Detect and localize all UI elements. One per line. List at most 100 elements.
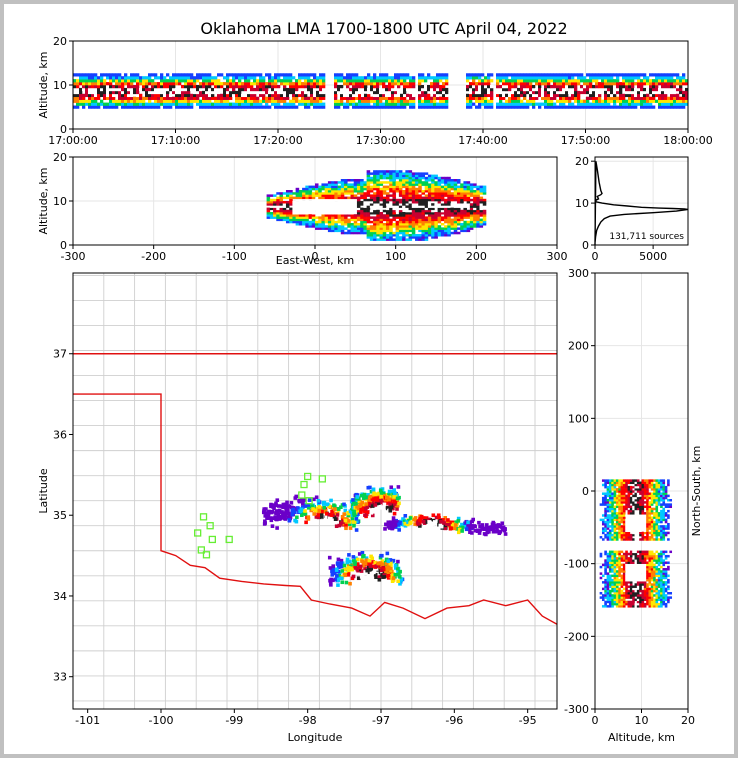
ew-density-cell: [324, 212, 329, 215]
ns-density-cell: [646, 520, 649, 524]
ns-density-cell: [622, 531, 626, 535]
th-density-cell: [466, 102, 470, 106]
th-density-cell: [364, 102, 368, 106]
th-density-cell: [100, 87, 104, 92]
th-density-cell: [94, 82, 98, 86]
th-density-cell: [607, 99, 611, 103]
map-density-cell: [389, 566, 393, 571]
time-height-panel: 17:00:00 17:10:00 17:20:00 17:30:00 17:40:00…: [37, 35, 713, 147]
ew-density-cell: [282, 203, 287, 206]
th-density-cell: [547, 79, 551, 83]
th-density-cell: [145, 90, 149, 95]
ew-density-cell: [311, 220, 316, 224]
ew-density-cell: [337, 225, 342, 228]
th-density-cell: [181, 93, 185, 98]
th-density-cell: [109, 87, 113, 92]
th-density-cell: [577, 102, 581, 106]
th-density-cell: [211, 105, 215, 109]
map-density-cell: [289, 501, 294, 505]
ew-density-cell: [315, 192, 319, 195]
th-density-cell: [244, 82, 248, 86]
ew-density-cell: [424, 194, 429, 197]
ew-density-cell: [279, 192, 284, 195]
ew-xtick-label: -200: [141, 250, 166, 263]
th-density-cell: [526, 85, 530, 89]
ns-density-cell: [667, 525, 670, 528]
th-density-cell: [469, 82, 473, 86]
ew-density-cell: [305, 214, 309, 217]
th-density-cell: [391, 82, 395, 86]
ew-density-cell: [392, 216, 396, 219]
map-density-cell: [276, 512, 281, 516]
th-density-cell: [505, 105, 509, 109]
th-density-cell: [676, 76, 680, 80]
th-density-cell: [178, 96, 182, 100]
th-density-cell: [622, 99, 626, 103]
th-density-cell: [484, 96, 488, 100]
ns-density-cell: [611, 520, 614, 524]
th-density-cell: [79, 79, 83, 83]
th-density-cell: [646, 87, 650, 92]
th-density-cell: [340, 73, 344, 77]
th-density-cell: [364, 82, 368, 86]
th-density-cell: [664, 93, 668, 98]
ew-density-cell: [418, 176, 422, 180]
th-density-cell: [538, 105, 542, 109]
ew-density-cell: [356, 209, 361, 213]
ew-density-cell: [437, 234, 442, 237]
th-density-cell: [172, 73, 176, 77]
th-density-cell: [439, 102, 443, 106]
th-density-cell: [490, 99, 494, 103]
ew-density-cell: [447, 194, 451, 197]
th-density-cell: [367, 79, 371, 83]
th-density-cell: [583, 79, 587, 83]
ew-density-cell: [285, 209, 290, 213]
ns-density-cell: [660, 538, 663, 541]
th-density-cell: [142, 85, 146, 89]
th-density-cell: [427, 76, 431, 80]
ew-density-cell: [421, 207, 426, 211]
ew-density-cell: [408, 207, 413, 211]
th-density-cell: [607, 105, 611, 109]
ew-density-cell: [340, 214, 345, 217]
ew-density-cell: [437, 212, 442, 215]
hist-xtick-label: 5000: [639, 250, 667, 263]
th-density-cell: [175, 90, 179, 95]
ew-density-cell: [308, 187, 313, 191]
th-density-cell: [190, 73, 194, 77]
th-density-cell: [439, 90, 443, 95]
ew-density-cell: [318, 187, 322, 191]
ew-density-cell: [402, 190, 406, 193]
ew-density-cell: [379, 187, 384, 191]
ew-density-cell: [463, 207, 467, 211]
map-density-cell: [477, 520, 481, 525]
ew-density-cell: [353, 207, 358, 211]
ew-density-cell: [340, 205, 345, 208]
ew-density-cell: [421, 220, 426, 224]
th-density-cell: [607, 87, 611, 92]
th-density-cell: [484, 90, 488, 95]
ew-density-cell: [450, 181, 455, 184]
ew-density-cell: [340, 187, 345, 191]
th-density-cell: [538, 73, 542, 77]
th-density-cell: [562, 93, 566, 98]
th-density-cell: [547, 90, 551, 95]
th-density-cell: [520, 99, 524, 103]
ew-density-cell: [363, 205, 367, 208]
th-density-cell: [532, 87, 536, 92]
ew-density-cell: [369, 185, 374, 189]
th-density-cell: [370, 82, 374, 86]
ew-density-cell: [479, 223, 484, 226]
th-density-cell: [301, 93, 305, 98]
th-density-cell: [466, 76, 470, 80]
th-density-cell: [256, 96, 260, 100]
th-density-cell: [178, 79, 182, 83]
th-density-cell: [79, 73, 83, 77]
ew-density-cell: [363, 192, 367, 195]
ns-density-cell: [608, 518, 612, 522]
th-density-cell: [598, 76, 602, 80]
ew-density-cell: [389, 229, 393, 233]
ew-density-cell: [437, 196, 442, 200]
ew-density-cell: [392, 225, 396, 228]
ew-density-cell: [369, 227, 374, 230]
